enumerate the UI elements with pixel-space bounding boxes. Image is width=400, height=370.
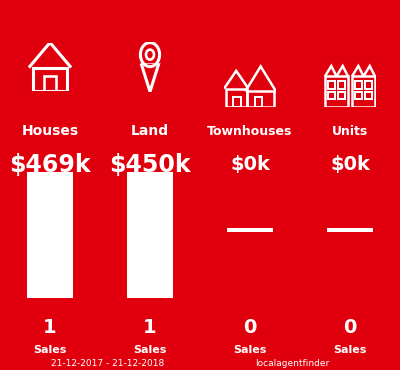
Text: Houses: Houses xyxy=(22,124,78,138)
Text: localagentfinder: localagentfinder xyxy=(255,359,329,368)
Text: Sales: Sales xyxy=(33,344,67,355)
Text: Sales: Sales xyxy=(233,344,267,355)
Text: 1: 1 xyxy=(43,318,57,337)
Bar xyxy=(355,92,362,99)
Text: Sales: Sales xyxy=(333,344,367,355)
Text: Land: Land xyxy=(131,124,169,138)
Bar xyxy=(338,81,345,89)
Bar xyxy=(227,361,236,368)
Bar xyxy=(234,355,236,361)
Bar xyxy=(328,92,335,99)
Bar xyxy=(328,81,335,89)
Text: $450k: $450k xyxy=(109,153,191,176)
Bar xyxy=(227,355,229,361)
Text: $0k: $0k xyxy=(330,155,370,174)
Bar xyxy=(365,81,372,89)
Text: 0: 0 xyxy=(343,318,357,337)
Bar xyxy=(338,92,345,99)
Bar xyxy=(355,81,362,89)
Text: Townhouses: Townhouses xyxy=(207,125,293,138)
Text: 1: 1 xyxy=(143,318,157,337)
Text: Units: Units xyxy=(332,125,368,138)
Bar xyxy=(365,92,372,99)
Text: Sales: Sales xyxy=(133,344,167,355)
Bar xyxy=(230,355,233,361)
Text: $469k: $469k xyxy=(9,153,91,176)
Text: 0: 0 xyxy=(243,318,257,337)
Text: 21-12-2017 - 21-12-2018: 21-12-2017 - 21-12-2018 xyxy=(51,359,165,368)
Text: $0k: $0k xyxy=(230,155,270,174)
